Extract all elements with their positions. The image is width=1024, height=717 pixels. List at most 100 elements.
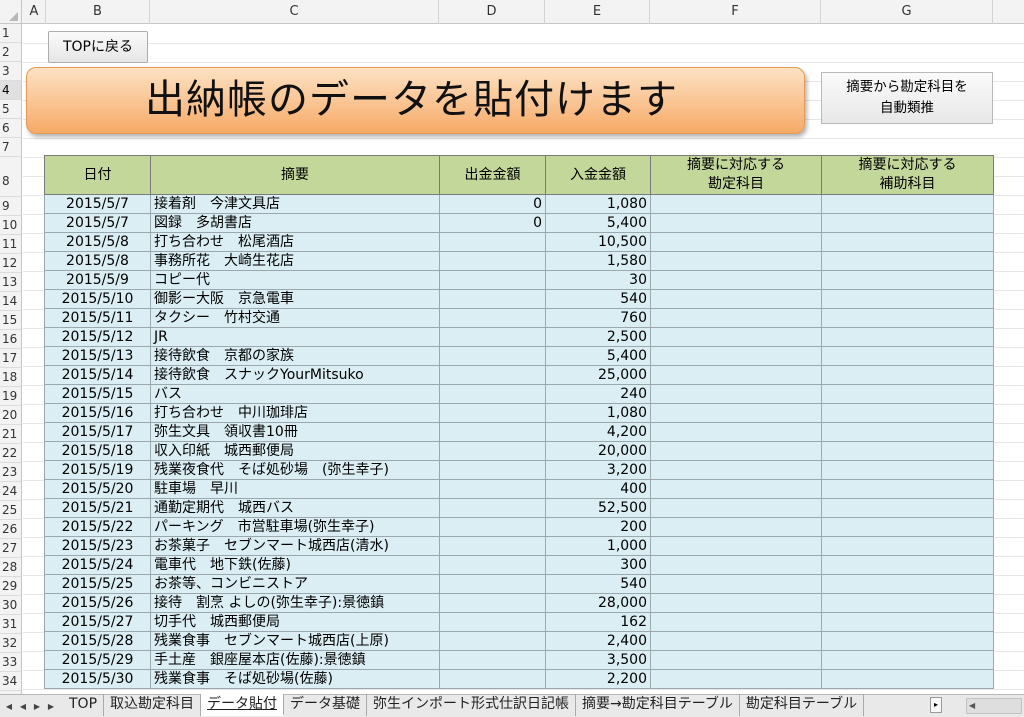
payment-amount-cell[interactable]: [439, 574, 546, 594]
deposit-amount-cell[interactable]: 540: [545, 289, 651, 309]
description-cell[interactable]: JR: [150, 327, 440, 347]
payment-amount-cell[interactable]: [439, 555, 546, 575]
date-cell[interactable]: 2015/5/22: [44, 517, 151, 537]
sub-account-cell[interactable]: [821, 422, 994, 442]
sub-account-cell[interactable]: [821, 270, 994, 290]
description-cell[interactable]: 残業夜食代 そば処砂場 (弥生幸子): [150, 460, 440, 480]
row-header-5[interactable]: 5: [0, 100, 21, 119]
sub-account-cell[interactable]: [821, 536, 994, 556]
date-cell[interactable]: 2015/5/29: [44, 650, 151, 670]
date-cell[interactable]: 2015/5/18: [44, 441, 151, 461]
row-header-1[interactable]: 1: [0, 24, 21, 43]
deposit-amount-cell[interactable]: 30: [545, 270, 651, 290]
header-deposit-amount[interactable]: 入金金額: [545, 155, 651, 195]
date-cell[interactable]: 2015/5/24: [44, 555, 151, 575]
column-header-e[interactable]: E: [545, 0, 650, 24]
date-cell[interactable]: 2015/5/19: [44, 460, 151, 480]
payment-amount-cell[interactable]: [439, 517, 546, 537]
date-cell[interactable]: 2015/5/13: [44, 346, 151, 366]
sub-account-cell[interactable]: [821, 479, 994, 499]
description-cell[interactable]: 打ち合わせ 松尾酒店: [150, 232, 440, 252]
description-cell[interactable]: 駐車場 早川: [150, 479, 440, 499]
row-header-33[interactable]: 33: [0, 653, 21, 672]
date-cell[interactable]: 2015/5/25: [44, 574, 151, 594]
sub-account-cell[interactable]: [821, 574, 994, 594]
payment-amount-cell[interactable]: [439, 593, 546, 613]
deposit-amount-cell[interactable]: 28,000: [545, 593, 651, 613]
date-cell[interactable]: 2015/5/23: [44, 536, 151, 556]
payment-amount-cell[interactable]: [439, 460, 546, 480]
first-sheet-icon[interactable]: ◀: [5, 701, 13, 711]
row-header-34[interactable]: 34: [0, 672, 21, 691]
account-title-cell[interactable]: [650, 479, 822, 499]
deposit-amount-cell[interactable]: 2,400: [545, 631, 651, 651]
date-cell[interactable]: 2015/5/12: [44, 327, 151, 347]
column-header-g[interactable]: G: [821, 0, 993, 24]
row-header-8[interactable]: 8: [0, 157, 21, 197]
next-sheet-icon[interactable]: ▶: [33, 701, 41, 711]
date-cell[interactable]: 2015/5/20: [44, 479, 151, 499]
description-cell[interactable]: 残業食事 そば処砂場(佐藤): [150, 669, 440, 689]
account-title-cell[interactable]: [650, 593, 822, 613]
account-title-cell[interactable]: [650, 346, 822, 366]
deposit-amount-cell[interactable]: 4,200: [545, 422, 651, 442]
date-cell[interactable]: 2015/5/8: [44, 251, 151, 271]
description-cell[interactable]: 電車代 地下鉄(佐藤): [150, 555, 440, 575]
payment-amount-cell[interactable]: [439, 479, 546, 499]
payment-amount-cell[interactable]: [439, 270, 546, 290]
account-title-cell[interactable]: [650, 498, 822, 518]
header-payment-amount[interactable]: 出金金額: [439, 155, 546, 195]
description-cell[interactable]: 弥生文具 領収書10冊: [150, 422, 440, 442]
header-account-title[interactable]: 摘要に対応する 勘定科目: [650, 155, 822, 195]
sub-account-cell[interactable]: [821, 517, 994, 537]
column-header-d[interactable]: D: [439, 0, 545, 24]
payment-amount-cell[interactable]: [439, 327, 546, 347]
tab-scroll-icon[interactable]: ▸: [930, 697, 942, 713]
account-title-cell[interactable]: [650, 232, 822, 252]
deposit-amount-cell[interactable]: 1,080: [545, 194, 651, 214]
prev-sheet-icon[interactable]: ◀: [19, 701, 27, 711]
row-header-11[interactable]: 11: [0, 235, 21, 254]
sub-account-cell[interactable]: [821, 669, 994, 689]
sub-account-cell[interactable]: [821, 555, 994, 575]
payment-amount-cell[interactable]: 0: [439, 194, 546, 214]
row-header-19[interactable]: 19: [0, 387, 21, 406]
sheet-tab[interactable]: データ貼付: [201, 694, 285, 716]
sub-account-cell[interactable]: [821, 403, 994, 423]
last-sheet-icon[interactable]: ▶: [47, 701, 55, 711]
deposit-amount-cell[interactable]: 1,000: [545, 536, 651, 556]
deposit-amount-cell[interactable]: 200: [545, 517, 651, 537]
account-title-cell[interactable]: [650, 308, 822, 328]
date-cell[interactable]: 2015/5/8: [44, 232, 151, 252]
sub-account-cell[interactable]: [821, 327, 994, 347]
deposit-amount-cell[interactable]: 25,000: [545, 365, 651, 385]
deposit-amount-cell[interactable]: 52,500: [545, 498, 651, 518]
deposit-amount-cell[interactable]: 5,400: [545, 346, 651, 366]
sub-account-cell[interactable]: [821, 346, 994, 366]
description-cell[interactable]: 接待 割烹 よしの(弥生幸子):景徳鎮: [150, 593, 440, 613]
select-all-corner[interactable]: [0, 0, 22, 24]
account-title-cell[interactable]: [650, 650, 822, 670]
date-cell[interactable]: 2015/5/16: [44, 403, 151, 423]
deposit-amount-cell[interactable]: 1,580: [545, 251, 651, 271]
date-cell[interactable]: 2015/5/10: [44, 289, 151, 309]
column-header-a[interactable]: A: [23, 0, 46, 24]
account-title-cell[interactable]: [650, 327, 822, 347]
horizontal-scrollbar[interactable]: [966, 698, 1022, 714]
row-header-35[interactable]: 35: [0, 691, 21, 694]
deposit-amount-cell[interactable]: 3,500: [545, 650, 651, 670]
header-description[interactable]: 摘要: [150, 155, 440, 195]
date-cell[interactable]: 2015/5/27: [44, 612, 151, 632]
payment-amount-cell[interactable]: 0: [439, 213, 546, 233]
payment-amount-cell[interactable]: [439, 251, 546, 271]
payment-amount-cell[interactable]: [439, 498, 546, 518]
row-header-22[interactable]: 22: [0, 444, 21, 463]
row-header-6[interactable]: 6: [0, 119, 21, 138]
description-cell[interactable]: パーキング 市営駐車場(弥生幸子): [150, 517, 440, 537]
payment-amount-cell[interactable]: [439, 232, 546, 252]
deposit-amount-cell[interactable]: 540: [545, 574, 651, 594]
description-cell[interactable]: 図録 多胡書店: [150, 213, 440, 233]
sub-account-cell[interactable]: [821, 365, 994, 385]
deposit-amount-cell[interactable]: 240: [545, 384, 651, 404]
sub-account-cell[interactable]: [821, 593, 994, 613]
